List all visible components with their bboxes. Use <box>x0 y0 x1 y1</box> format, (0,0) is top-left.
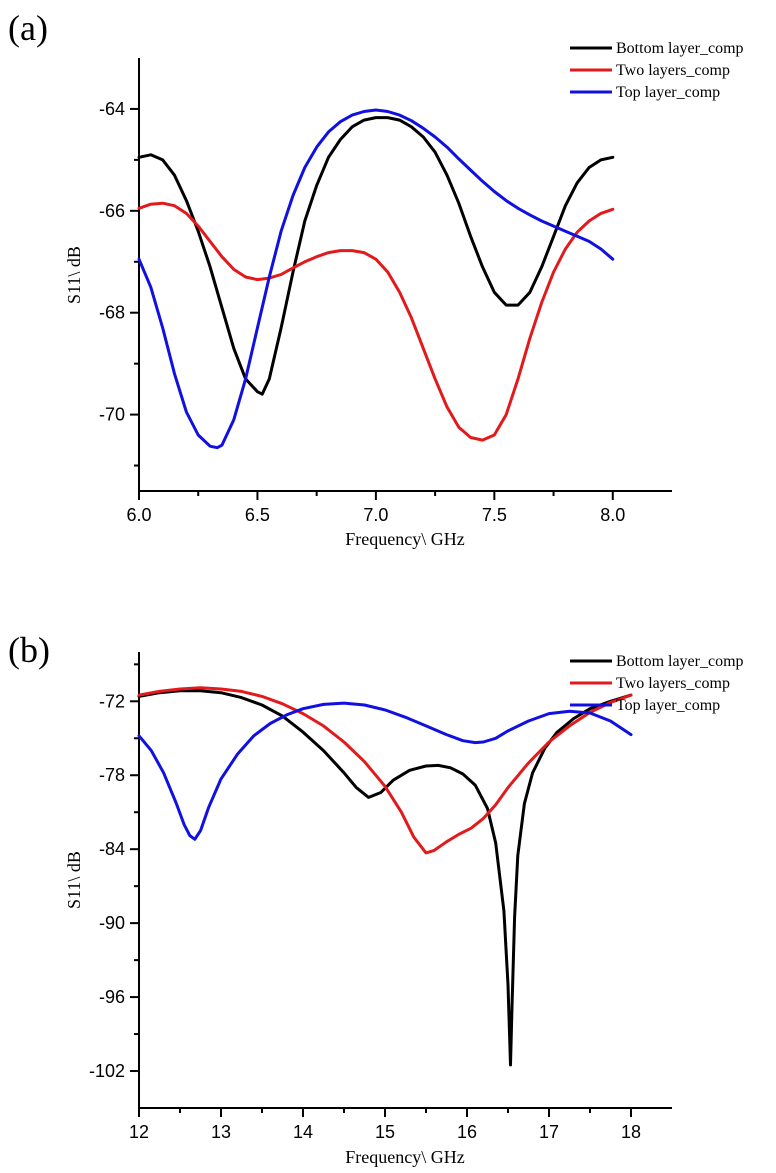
x-tick-label: 16 <box>457 1122 477 1142</box>
x-tick-label: 6.5 <box>245 505 270 525</box>
legend-label: Two layers_comp <box>616 62 730 79</box>
legend-label: Top layer_comp <box>616 697 720 714</box>
y-tick-label: -68 <box>99 303 125 323</box>
series-line-top <box>137 108 615 450</box>
chart-panel-2: (b) 12 13 14 15 16 17 18 -72 -78 -84 -90 -96 -102 Freq… <box>8 630 744 1167</box>
y-tick-label: -90 <box>99 913 125 933</box>
panel-label: (a) <box>8 8 48 48</box>
y-axis-title: S11\ dB <box>64 246 84 304</box>
y-axis-title: S11\ dB <box>64 851 84 909</box>
legend-label: Bottom layer_comp <box>616 40 744 57</box>
y-tick-label: -70 <box>99 405 125 425</box>
series-line-bottom <box>137 689 633 1067</box>
x-tick-label: 6.0 <box>126 505 151 525</box>
x-tick-label: 14 <box>293 1122 313 1142</box>
y-tick-label: -78 <box>99 765 125 785</box>
x-tick-label: 7.0 <box>363 505 388 525</box>
legend-label: Bottom layer_comp <box>616 653 744 670</box>
series-line-top <box>137 701 633 841</box>
series-line-two <box>137 686 633 855</box>
x-tick-label: 8.0 <box>600 505 625 525</box>
y-tick-label: -66 <box>99 201 125 221</box>
panel-label: (b) <box>8 630 50 670</box>
legend-label: Two layers_comp <box>616 675 730 692</box>
y-tick-label: -72 <box>99 691 125 711</box>
series-line-bottom <box>137 116 615 396</box>
x-tick-label: 15 <box>375 1122 395 1142</box>
series-line-two <box>137 201 615 442</box>
y-tick-label: -64 <box>99 99 125 119</box>
y-tick-label: -96 <box>99 987 125 1007</box>
x-tick-label: 12 <box>129 1122 149 1142</box>
y-tick-label: -84 <box>99 839 125 859</box>
x-axis-title: Frequency\ GHz <box>345 529 464 549</box>
x-tick-label: 17 <box>539 1122 559 1142</box>
x-tick-label: 13 <box>211 1122 231 1142</box>
legend-label: Top layer_comp <box>616 84 720 101</box>
y-tick-label: -102 <box>89 1061 125 1081</box>
x-axis-title: Frequency\ GHz <box>345 1147 464 1167</box>
chart-panel-1: (a) 6.0 6.5 7.0 7.5 8.0 -64 -66 -68 -70 Frequency\… <box>8 8 744 549</box>
x-tick-label: 18 <box>621 1122 641 1142</box>
x-tick-label: 7.5 <box>482 505 507 525</box>
